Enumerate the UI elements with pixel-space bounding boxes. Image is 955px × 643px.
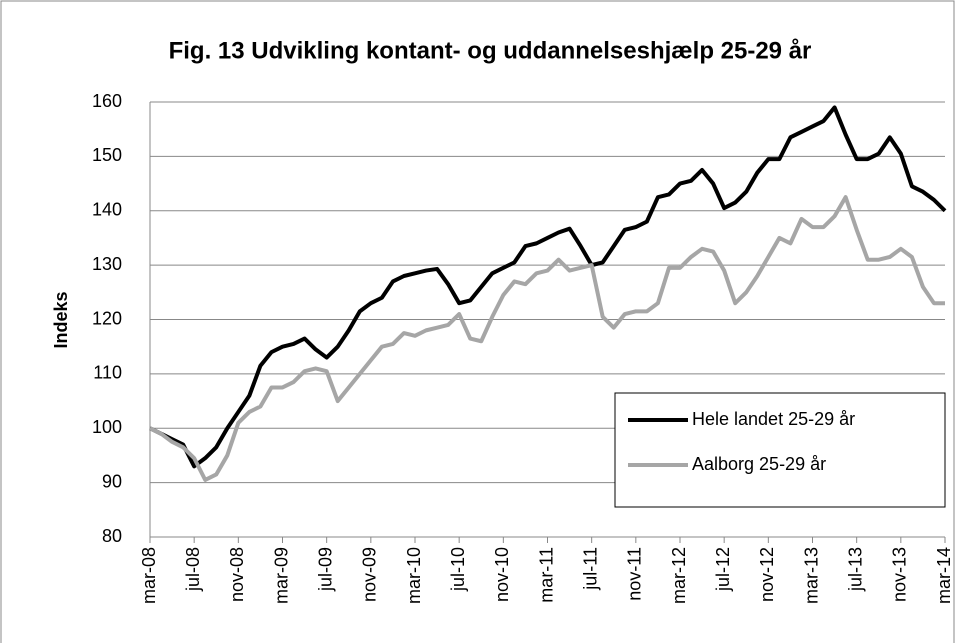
legend-label: Aalborg 25-29 år [692,454,826,474]
y-tick-label: 120 [92,308,122,328]
series-line [149,195,945,482]
x-tick-label: nov-08 [227,547,247,602]
x-tick-label: mar-08 [139,547,159,604]
x-tick-label: jul-11 [580,547,600,591]
x-tick-label: nov-09 [360,547,380,602]
y-tick-label: 110 [93,363,122,383]
y-tick-label: 140 [92,200,122,220]
x-tick-label: mar-14 [934,547,954,604]
y-tick-label: 130 [92,254,122,274]
x-tick-label: nov-10 [492,547,512,602]
x-tick-label: mar-13 [801,547,821,604]
x-tick-label: nov-13 [890,547,910,602]
x-tick-label: nov-12 [757,547,777,602]
x-tick-label: jul-12 [713,547,733,592]
x-tick-label: jul-10 [448,547,468,592]
series-line [149,105,947,469]
y-tick-label: 150 [92,145,122,165]
legend-label: Hele landet 25-29 år [692,409,855,429]
x-tick-label: nov-11 [625,547,645,601]
x-tick-label: jul-08 [183,547,203,592]
legend-box [614,392,946,508]
x-tick-label: mar-09 [271,547,291,604]
y-tick-label: 100 [92,417,122,437]
chart-title: Fig. 13 Udvikling kontant- og uddannelse… [169,37,812,64]
x-tick-label: jul-09 [315,547,335,592]
x-tick-label: jul-13 [845,547,865,592]
y-tick-label: 80 [102,526,122,546]
x-tick-label: mar-11 [536,547,556,603]
y-axis-label: Indeks [51,291,71,348]
y-tick-label: 160 [92,91,122,111]
x-tick-label: mar-10 [404,547,424,604]
y-tick-label: 90 [102,471,122,491]
x-tick-label: mar-12 [669,547,689,604]
